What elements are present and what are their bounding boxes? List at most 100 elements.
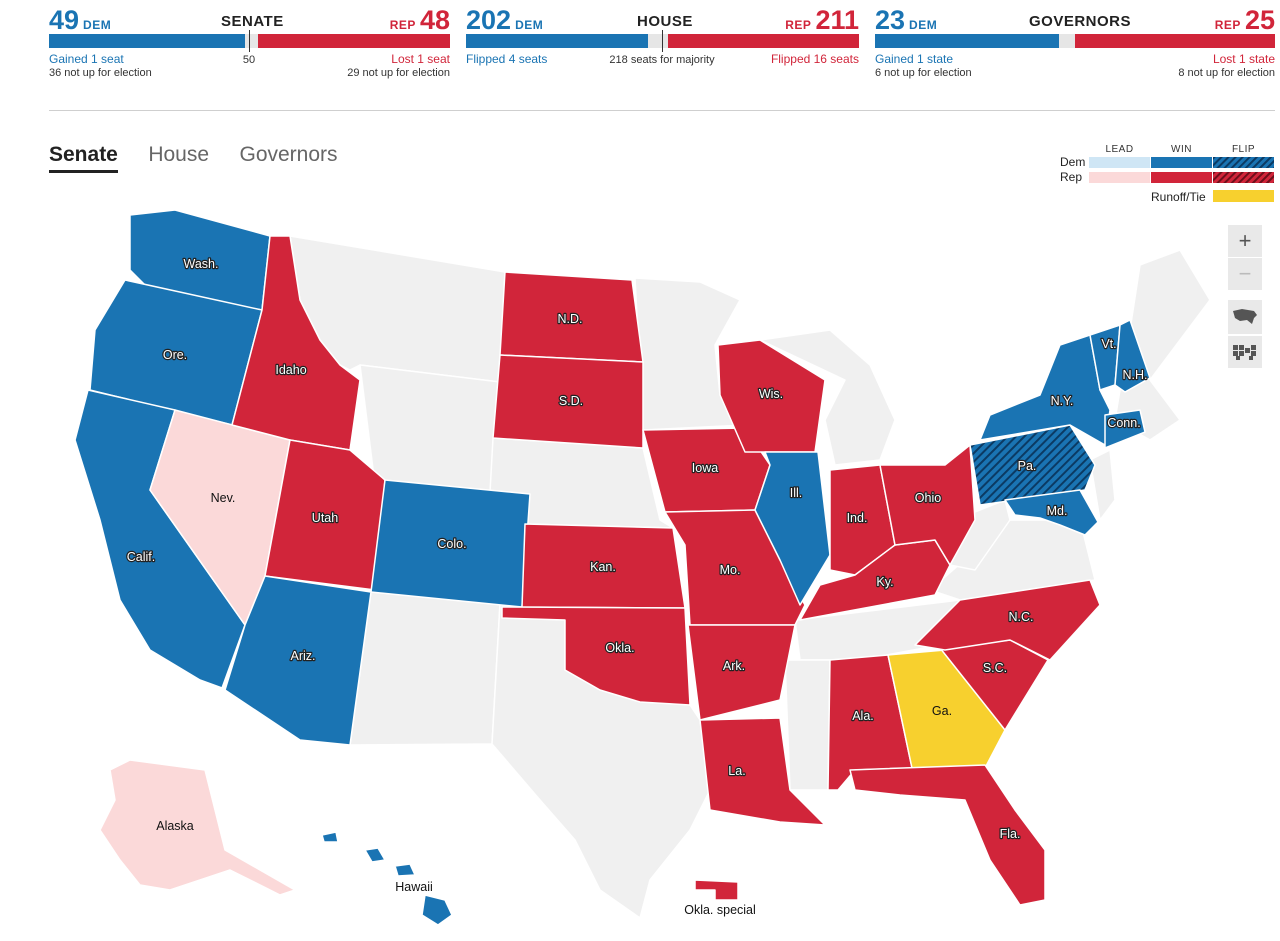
map-view-button[interactable] — [1228, 300, 1262, 334]
state-id[interactable] — [231, 235, 361, 451]
house-majority-mark — [662, 30, 663, 52]
house-rep-bar — [668, 34, 859, 48]
state-ak[interactable] — [99, 759, 296, 896]
state-oh[interactable] — [879, 444, 976, 566]
label-nc: N.C. — [1009, 610, 1034, 624]
cartogram-view-button[interactable] — [1228, 336, 1262, 368]
senate-rep-count: 48 — [419, 5, 450, 35]
state-md[interactable] — [1004, 489, 1099, 536]
label-oh: Ohio — [915, 491, 941, 505]
senate-title: SENATE — [221, 13, 284, 30]
zoom-out-button[interactable]: − — [1228, 258, 1262, 290]
house-title: HOUSE — [637, 13, 693, 30]
state-ok[interactable] — [501, 606, 691, 706]
label-il: Ill. — [790, 486, 803, 500]
label-ia: Iowa — [692, 461, 718, 475]
label-ut: Utah — [312, 511, 338, 525]
state-mi[interactable] — [759, 329, 896, 466]
divider — [49, 110, 1275, 111]
chamber-tabs: Senate House Governors — [49, 143, 364, 173]
house-majority-label: 218 seats for majority — [609, 54, 715, 66]
house-dem-change: Flipped 4 seats — [466, 52, 548, 66]
label-la: La. — [728, 764, 745, 778]
legend-runoff-label: Runoff/Tie — [1151, 190, 1206, 204]
house-dem-label: DEM — [515, 18, 544, 32]
label-nh: N.H. — [1123, 368, 1148, 382]
senate-majority-mark — [249, 30, 250, 52]
legend-rep-lead-swatch — [1089, 172, 1150, 183]
gov-title: GOVERNORS — [1029, 13, 1132, 30]
gov-dem-bar — [875, 34, 1059, 48]
state-ct[interactable] — [1104, 409, 1146, 449]
state-ms[interactable] — [784, 659, 831, 791]
tab-house[interactable]: House — [148, 143, 210, 166]
legend-win-header: WIN — [1171, 144, 1192, 155]
zoom-in-button[interactable]: + — [1228, 225, 1262, 257]
senate-dem-not-up: 36 not up for election — [49, 67, 152, 79]
gov-dem-count: 23 — [875, 5, 906, 35]
state-ok-special[interactable] — [694, 879, 739, 901]
state-ny[interactable] — [979, 334, 1111, 446]
senate-dem-count: 49 — [49, 5, 80, 35]
senate-summary: 49 DEM SENATE REP 48 Gained 1 seat 36 not … — [49, 6, 450, 84]
label-vt: Vt. — [1101, 337, 1116, 351]
tab-senate[interactable]: Senate — [49, 143, 118, 173]
label-ca: Calif. — [127, 550, 155, 564]
gov-rep-bar — [1075, 34, 1275, 48]
gov-rep-change: Lost 1 state — [1212, 52, 1275, 66]
senate-majority-label: 50 — [242, 54, 256, 66]
gov-dem-not-up: 6 not up for election — [875, 67, 972, 79]
senate-rep-not-up: 29 not up for election — [347, 67, 450, 79]
tab-governors[interactable]: Governors — [239, 143, 338, 166]
state-nm[interactable] — [349, 591, 501, 746]
state-ga[interactable] — [887, 649, 1006, 769]
label-ny: N.Y. — [1051, 394, 1074, 408]
legend-dem-row: Dem — [1060, 155, 1086, 169]
label-in: Ind. — [847, 511, 868, 525]
label-id: Idaho — [275, 363, 306, 377]
label-hi: Hawaii — [395, 880, 433, 894]
label-pa: Pa. — [1018, 459, 1037, 473]
state-nh[interactable] — [1114, 319, 1151, 393]
house-dem-bar — [466, 34, 649, 48]
label-az: Ariz. — [291, 649, 316, 663]
state-il[interactable] — [754, 451, 831, 606]
governors-summary: 23 DEM GOVERNORS REP 25 Gained 1 state 6 n… — [875, 6, 1275, 84]
gov-rep-label: REP — [1214, 18, 1241, 32]
state-nj-de[interactable] — [1089, 449, 1116, 521]
label-wi: Wis. — [759, 387, 783, 401]
house-rep-count: 211 — [815, 5, 859, 35]
state-fl[interactable] — [849, 764, 1046, 906]
label-ak: Alaska — [156, 819, 194, 833]
label-sd: S.D. — [559, 394, 583, 408]
us-map-icon — [1233, 309, 1257, 324]
house-rep-label: REP — [785, 18, 812, 32]
state-hi[interactable] — [321, 831, 453, 926]
state-nc[interactable] — [914, 579, 1101, 661]
house-summary: 202 DEM HOUSE REP 211 Flipped 4 seats 218 … — [466, 6, 859, 84]
label-fl: Fla. — [1000, 827, 1021, 841]
state-ar[interactable] — [687, 624, 796, 721]
senate-rep-change: Lost 1 seat — [391, 52, 450, 66]
label-or: Ore. — [163, 348, 187, 362]
senate-rep-bar — [257, 34, 450, 48]
label-ky: Ky. — [876, 575, 893, 589]
label-mo: Mo. — [720, 563, 741, 577]
senate-dem-label: DEM — [83, 18, 112, 32]
state-sd[interactable] — [492, 354, 644, 449]
label-nd: N.D. — [558, 312, 583, 326]
senate-rep-label: REP — [389, 18, 416, 32]
state-la[interactable] — [699, 717, 826, 826]
label-nv: Nev. — [211, 491, 236, 505]
gov-rep-not-up: 8 not up for election — [1178, 67, 1275, 79]
label-al: Ala. — [852, 709, 874, 723]
state-labels: Wash. Ore. Calif. Nev. Idaho Utah Ariz. … — [126, 256, 1149, 917]
legend-lead-header: LEAD — [1105, 144, 1134, 155]
legend-rep-row: Rep — [1060, 170, 1083, 184]
label-ct: Conn. — [1107, 416, 1140, 430]
cartogram-icon — [1233, 345, 1256, 360]
label-md: Md. — [1047, 504, 1068, 518]
label-ks: Kan. — [590, 560, 616, 574]
label-co: Colo. — [437, 537, 466, 551]
